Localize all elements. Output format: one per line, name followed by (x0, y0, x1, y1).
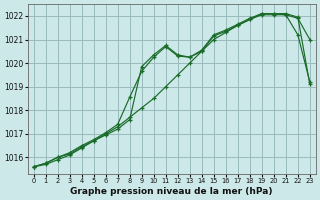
X-axis label: Graphe pression niveau de la mer (hPa): Graphe pression niveau de la mer (hPa) (70, 187, 273, 196)
